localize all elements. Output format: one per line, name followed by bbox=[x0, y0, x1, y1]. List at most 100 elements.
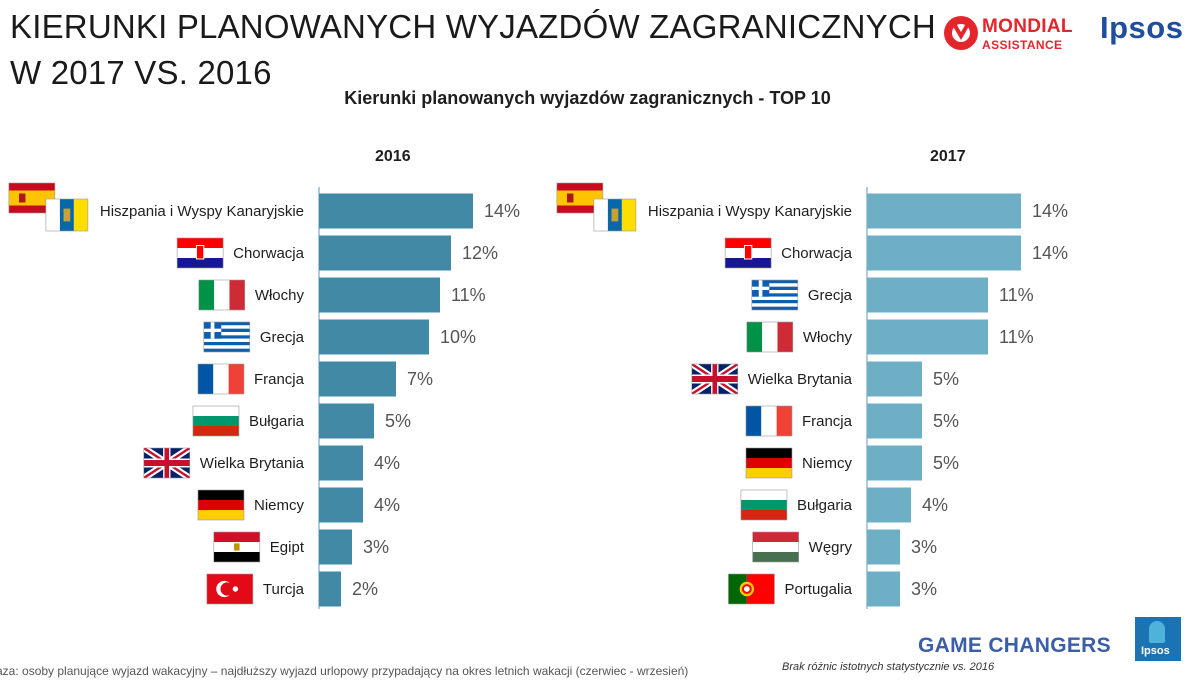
value-label: 5% bbox=[385, 411, 411, 431]
bar-4 bbox=[867, 319, 988, 355]
bar-9 bbox=[867, 529, 900, 565]
category-label: Grecja bbox=[260, 329, 305, 346]
category-label: Węgry bbox=[809, 539, 853, 556]
value-label: 3% bbox=[363, 537, 389, 557]
ipsos-badge-text: Ipsos bbox=[1141, 645, 1170, 657]
category-label: Francja bbox=[802, 413, 853, 430]
category-label: Egipt bbox=[270, 539, 305, 556]
italy-flag bbox=[746, 321, 794, 353]
turkey-flag bbox=[206, 573, 254, 605]
title-line-2: W 2017 VS. 2016 bbox=[10, 54, 272, 91]
page-title: KIERUNKI PLANOWANYCH WYJAZDÓW ZAGRANICZN… bbox=[10, 4, 936, 96]
greece-flag bbox=[751, 279, 799, 311]
germany-flag bbox=[197, 489, 245, 521]
value-label: 11% bbox=[999, 327, 1034, 347]
category-label: Portugalia bbox=[784, 581, 852, 598]
category-label: Hiszpania i Wyspy Kanaryjskie bbox=[100, 203, 304, 220]
category-label: Hiszpania i Wyspy Kanaryjskie bbox=[648, 203, 852, 220]
bar-2 bbox=[319, 235, 451, 271]
category-label: Wielka Brytania bbox=[200, 455, 305, 472]
mondial-assistance-logo: MONDIAL ASSISTANCE bbox=[942, 12, 1082, 54]
bar-5 bbox=[867, 361, 922, 397]
significance-note: Brak różnic istotnych statystycznie vs. … bbox=[782, 661, 995, 673]
chart-title-2017: 2017 bbox=[930, 148, 966, 165]
france-flag bbox=[197, 363, 245, 395]
value-label: 11% bbox=[999, 285, 1034, 305]
chart-2017: 14% Hiszpania i Wyspy Kanaryjskie 14% Chorw… bbox=[648, 187, 1068, 609]
game-changers-slogan: GAME CHANGERS bbox=[918, 634, 1111, 657]
italy-flag bbox=[198, 279, 246, 311]
value-label: 14% bbox=[1032, 201, 1068, 221]
germany-flag bbox=[745, 447, 793, 479]
uk-flag bbox=[143, 447, 191, 479]
value-label: 3% bbox=[911, 537, 937, 557]
chart-2016: 14% Hiszpania i Wyspy Kanaryjskie 12% Chorw… bbox=[100, 187, 520, 609]
value-label: 7% bbox=[407, 369, 433, 389]
category-label: Turcja bbox=[263, 581, 305, 598]
croatia-flag bbox=[724, 237, 772, 269]
egypt-flag bbox=[213, 531, 261, 563]
bar-1 bbox=[867, 193, 1021, 229]
bar-10 bbox=[867, 571, 900, 607]
bar-2 bbox=[867, 235, 1021, 271]
uk-flag bbox=[691, 363, 739, 395]
bar-3 bbox=[867, 277, 988, 313]
value-label: 2% bbox=[352, 579, 378, 599]
bar-1 bbox=[319, 193, 473, 229]
category-label: Francja bbox=[254, 371, 305, 388]
bar-3 bbox=[319, 277, 440, 313]
category-label: Chorwacja bbox=[233, 245, 305, 262]
mondial-emblem-icon bbox=[944, 16, 978, 50]
value-label: 5% bbox=[933, 411, 959, 431]
canary-flag bbox=[45, 198, 89, 232]
category-label: Niemcy bbox=[802, 455, 853, 472]
canary-flag bbox=[593, 198, 637, 232]
bar-8 bbox=[319, 487, 363, 523]
bar-10 bbox=[319, 571, 341, 607]
value-label: 11% bbox=[451, 285, 486, 305]
value-label: 4% bbox=[374, 453, 400, 473]
portugal-flag bbox=[728, 573, 775, 605]
category-label: Grecja bbox=[808, 287, 853, 304]
category-label: Niemcy bbox=[254, 497, 305, 514]
hungary-flag bbox=[752, 531, 799, 563]
value-label: 4% bbox=[922, 495, 948, 515]
greece-flag bbox=[203, 321, 251, 353]
bar-8 bbox=[867, 487, 911, 523]
category-label: Bułgaria bbox=[797, 497, 853, 514]
chart-title-2016: 2016 bbox=[375, 148, 411, 165]
ipsos-logo: Ipsos bbox=[1100, 10, 1184, 45]
category-label: Chorwacja bbox=[781, 245, 853, 262]
bulgaria-flag bbox=[192, 405, 240, 437]
value-label: 3% bbox=[911, 579, 937, 599]
value-label: 14% bbox=[484, 201, 520, 221]
france-flag bbox=[745, 405, 793, 437]
value-label: 12% bbox=[462, 243, 498, 263]
spain-flag bbox=[556, 182, 604, 214]
mondial-logo-text: MONDIAL bbox=[982, 16, 1073, 37]
bar-7 bbox=[867, 445, 922, 481]
chart-subtitle: Kierunki planowanych wyjazdów zagraniczn… bbox=[344, 88, 831, 108]
value-label: 5% bbox=[933, 369, 959, 389]
mondial-logo-subtext: ASSISTANCE bbox=[982, 38, 1063, 52]
croatia-flag bbox=[176, 237, 224, 269]
value-label: 4% bbox=[374, 495, 400, 515]
value-label: 10% bbox=[440, 327, 476, 347]
bar-6 bbox=[867, 403, 922, 439]
bar-4 bbox=[319, 319, 429, 355]
value-label: 14% bbox=[1032, 243, 1068, 263]
title-line-1: KIERUNKI PLANOWANYCH WYJAZDÓW ZAGRANICZN… bbox=[10, 8, 936, 45]
category-label: Włochy bbox=[255, 287, 305, 304]
bar-7 bbox=[319, 445, 363, 481]
bulgaria-flag bbox=[740, 489, 788, 521]
category-label: Włochy bbox=[803, 329, 853, 346]
bar-6 bbox=[319, 403, 374, 439]
category-label: Wielka Brytania bbox=[748, 371, 853, 388]
bar-5 bbox=[319, 361, 396, 397]
bar-9 bbox=[319, 529, 352, 565]
spain-flag bbox=[8, 182, 56, 214]
base-note: aza: osoby planujące wyjazd wakacyjny – … bbox=[0, 664, 689, 678]
value-label: 5% bbox=[933, 453, 959, 473]
category-label: Bułgaria bbox=[249, 413, 305, 430]
